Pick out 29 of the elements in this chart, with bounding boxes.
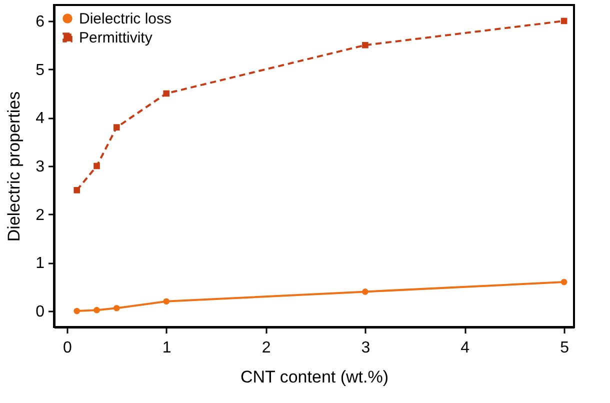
point (362, 288, 368, 295)
point (163, 298, 170, 305)
point (94, 162, 100, 170)
point (94, 306, 100, 314)
point (560, 18, 568, 24)
x-tick-label: 2 (262, 340, 271, 356)
point (163, 90, 170, 97)
legend-label: Dielectric loss (79, 10, 172, 28)
x-tick-label: 4 (460, 340, 470, 356)
x-tick-label: 0 (62, 340, 72, 356)
y-tick-label: 6 (36, 13, 45, 30)
x-tick-label: 5 (560, 340, 570, 356)
point (113, 124, 120, 130)
point (362, 42, 368, 48)
y-tick-label: 3 (36, 158, 45, 176)
point (74, 308, 80, 314)
y-tick-label: 5 (36, 62, 45, 79)
y-axis-title: Dielectric properties (4, 91, 24, 242)
point (560, 278, 568, 286)
x-tick-label: 1 (162, 340, 172, 356)
y-tick-label: 1 (36, 255, 45, 272)
y-tick-label: 4 (36, 110, 45, 128)
point (113, 304, 120, 312)
y-tick-label: 2 (36, 206, 45, 224)
y-tick-label: 0 (36, 304, 45, 321)
point (74, 187, 80, 194)
x-axis-title: CNT content (wt.%) (240, 368, 389, 386)
x-tick-label: 3 (361, 340, 370, 356)
legend-label: Permittivity (79, 30, 153, 46)
